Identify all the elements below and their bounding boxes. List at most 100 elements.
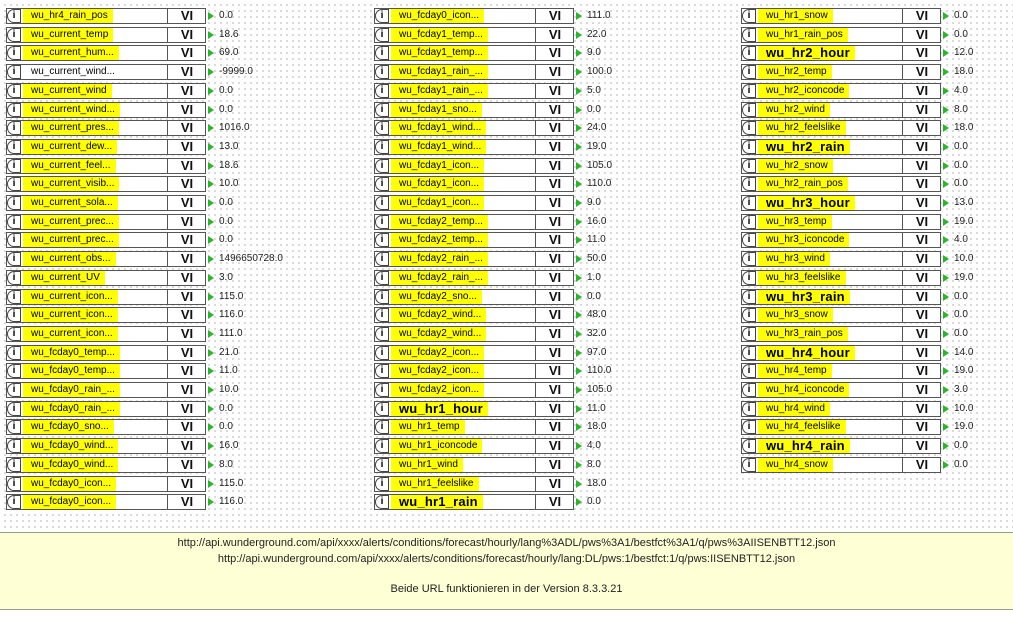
output-port-icon[interactable]: [576, 30, 582, 39]
vi-block[interactable]: i wu_hr3_feelslike VI: [741, 269, 941, 286]
vi-block[interactable]: i wu_hr3_rain VI: [741, 288, 941, 305]
output-port-icon[interactable]: [576, 311, 582, 320]
vi-block[interactable]: i wu_current_obs... VI: [6, 251, 206, 268]
vi-block[interactable]: i wu_fcday1_rain_... VI: [374, 64, 574, 81]
vi-block[interactable]: i wu_current_icon... VI: [6, 325, 206, 342]
info-icon[interactable]: i: [742, 177, 756, 192]
vi-block[interactable]: i wu_current_pres... VI: [6, 120, 206, 137]
vi-block[interactable]: i wu_fcday2_temp... VI: [374, 213, 574, 230]
output-port-icon[interactable]: [208, 180, 214, 189]
vi-block[interactable]: i wu_fcday0_temp... VI: [6, 344, 206, 361]
vi-block[interactable]: i wu_fcday2_sno... VI: [374, 288, 574, 305]
info-icon[interactable]: i: [7, 196, 21, 210]
output-port-icon[interactable]: [576, 217, 582, 226]
output-port-icon[interactable]: [208, 12, 214, 20]
vi-block[interactable]: i wu_fcday0_rain_... VI: [6, 400, 206, 417]
vi-block[interactable]: i wu_fcday2_wind... VI: [374, 307, 574, 324]
output-port-icon[interactable]: [943, 404, 949, 413]
output-port-icon[interactable]: [576, 49, 582, 58]
vi-block[interactable]: i wu_current_hum... VI: [6, 45, 206, 62]
info-icon[interactable]: i: [7, 383, 21, 397]
vi-block[interactable]: i wu_fcday1_temp... VI: [374, 45, 574, 62]
info-icon[interactable]: i: [742, 102, 756, 117]
output-port-icon[interactable]: [576, 124, 582, 133]
info-icon[interactable]: i: [375, 476, 389, 491]
info-icon[interactable]: i: [375, 139, 389, 154]
vi-block[interactable]: i wu_hr4_feelslike VI: [741, 419, 941, 436]
output-port-icon[interactable]: [576, 367, 582, 376]
output-port-icon[interactable]: [208, 367, 214, 376]
vi-block[interactable]: i wu_hr2_wind VI: [741, 101, 941, 118]
output-port-icon[interactable]: [943, 49, 949, 58]
info-icon[interactable]: i: [375, 158, 389, 173]
vi-block[interactable]: i wu_fcday1_rain_... VI: [374, 82, 574, 99]
output-port-icon[interactable]: [576, 329, 582, 338]
info-icon[interactable]: i: [375, 196, 389, 210]
output-port-icon[interactable]: [943, 142, 949, 151]
info-icon[interactable]: i: [742, 83, 756, 98]
vi-block[interactable]: i wu_fcday0_icon... VI: [374, 8, 574, 24]
output-port-icon[interactable]: [576, 404, 582, 413]
info-icon[interactable]: i: [375, 46, 389, 61]
vi-block[interactable]: i wu_hr1_hour VI: [374, 400, 574, 417]
output-port-icon[interactable]: [208, 292, 214, 301]
vi-block[interactable]: i wu_hr4_temp VI: [741, 363, 941, 380]
vi-block[interactable]: i wu_current_icon... VI: [6, 307, 206, 324]
info-icon[interactable]: i: [742, 439, 756, 454]
info-icon[interactable]: i: [375, 214, 389, 229]
output-port-icon[interactable]: [208, 236, 214, 245]
vi-block[interactable]: i wu_current_icon... VI: [6, 288, 206, 305]
output-port-icon[interactable]: [943, 442, 949, 451]
vi-block[interactable]: i wu_fcday0_rain_... VI: [6, 382, 206, 398]
output-port-icon[interactable]: [208, 49, 214, 58]
output-port-icon[interactable]: [208, 348, 214, 357]
vi-block[interactable]: i wu_hr2_iconcode VI: [741, 82, 941, 99]
vi-block[interactable]: i wu_fcday1_sno... VI: [374, 101, 574, 118]
info-icon[interactable]: i: [7, 83, 21, 98]
output-port-icon[interactable]: [208, 217, 214, 226]
vi-block[interactable]: i wu_current_wind VI: [6, 82, 206, 99]
output-port-icon[interactable]: [208, 86, 214, 95]
comment-box[interactable]: http://api.wunderground.com/api/xxxx/ale…: [0, 532, 1013, 610]
info-icon[interactable]: i: [375, 326, 389, 341]
vi-block[interactable]: i wu_hr4_hour VI: [741, 344, 941, 361]
output-port-icon[interactable]: [576, 423, 582, 432]
output-port-icon[interactable]: [943, 348, 949, 357]
vi-block[interactable]: i wu_hr1_rain VI: [374, 494, 574, 511]
vi-block[interactable]: i wu_hr4_snow VI: [741, 456, 941, 473]
info-icon[interactable]: i: [375, 177, 389, 192]
vi-block[interactable]: i wu_hr1_iconcode VI: [374, 438, 574, 455]
output-port-icon[interactable]: [943, 236, 949, 245]
vi-block[interactable]: i wu_fcday2_rain_... VI: [374, 251, 574, 268]
vi-block[interactable]: i wu_current_visib... VI: [6, 176, 206, 193]
info-icon[interactable]: i: [7, 9, 21, 23]
vi-block[interactable]: i wu_fcday1_icon... VI: [374, 176, 574, 193]
info-icon[interactable]: i: [7, 65, 21, 80]
output-port-icon[interactable]: [208, 442, 214, 451]
info-icon[interactable]: i: [742, 139, 756, 154]
info-icon[interactable]: i: [742, 196, 756, 210]
vi-block[interactable]: i wu_hr1_snow VI: [741, 8, 941, 24]
output-port-icon[interactable]: [208, 255, 214, 264]
info-icon[interactable]: i: [375, 308, 389, 323]
info-icon[interactable]: i: [742, 401, 756, 416]
output-port-icon[interactable]: [576, 161, 582, 170]
vi-block[interactable]: i wu_hr2_snow VI: [741, 157, 941, 174]
output-port-icon[interactable]: [943, 423, 949, 432]
output-port-icon[interactable]: [576, 236, 582, 245]
vi-block[interactable]: i wu_hr2_temp VI: [741, 64, 941, 81]
output-port-icon[interactable]: [208, 273, 214, 282]
info-icon[interactable]: i: [7, 289, 21, 304]
output-port-icon[interactable]: [576, 255, 582, 264]
output-port-icon[interactable]: [576, 292, 582, 301]
info-icon[interactable]: i: [7, 457, 21, 472]
output-port-icon[interactable]: [943, 367, 949, 376]
info-icon[interactable]: i: [7, 158, 21, 173]
vi-block[interactable]: i wu_current_prec... VI: [6, 213, 206, 230]
info-icon[interactable]: i: [7, 308, 21, 323]
output-port-icon[interactable]: [576, 460, 582, 469]
info-icon[interactable]: i: [742, 308, 756, 323]
output-port-icon[interactable]: [208, 105, 214, 114]
info-icon[interactable]: i: [742, 46, 756, 61]
vi-block[interactable]: i wu_hr2_feelslike VI: [741, 120, 941, 137]
